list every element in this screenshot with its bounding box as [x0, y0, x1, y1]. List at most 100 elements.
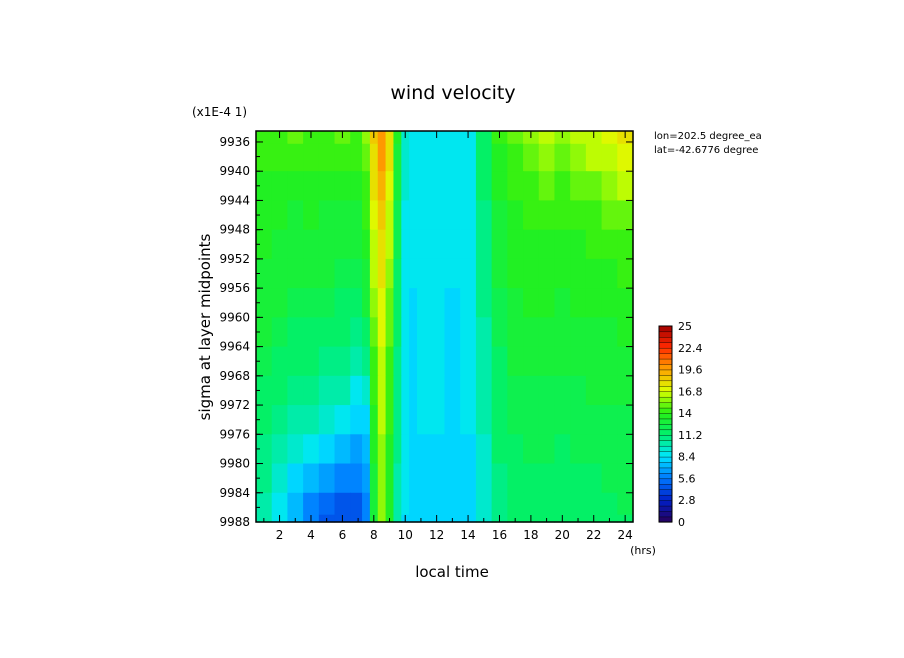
x-tick-label: 12 [429, 528, 444, 542]
heatmap-cell [475, 258, 493, 289]
heatmap-cell [475, 131, 493, 145]
heatmap-cell [409, 375, 418, 406]
heatmap-cell [350, 317, 363, 348]
colorbar-segment [658, 478, 673, 485]
heatmap-cell [256, 346, 273, 377]
heatmap-cell [409, 514, 418, 523]
y-tick-label: 9936 [219, 135, 250, 149]
heatmap-cell [287, 200, 304, 231]
heatmap-cell [475, 492, 493, 516]
heatmap-cell [491, 229, 508, 260]
heatmap-cell [393, 346, 402, 377]
heatmap-cell [256, 143, 273, 172]
heatmap-cell [601, 434, 618, 465]
heatmap-cell [393, 258, 402, 289]
heatmap-cell [554, 463, 571, 494]
heatmap-cell [303, 171, 320, 202]
heatmap-cell [523, 171, 540, 202]
heatmap-cell [401, 288, 410, 318]
heatmap-cell [318, 258, 336, 289]
heatmap-cell [334, 143, 351, 172]
heatmap-cell [444, 463, 461, 494]
colorbar-segment [658, 374, 673, 382]
heatmap-cell [444, 171, 461, 202]
heatmap-cell [428, 258, 446, 289]
colorbar-segment [658, 358, 673, 365]
x-unit-label: (hrs) [630, 544, 656, 557]
heatmap-cell [570, 375, 587, 406]
heatmap-cell [475, 317, 493, 348]
heatmap-cell [256, 463, 273, 494]
heatmap-cell [585, 463, 603, 494]
heatmap-cell [393, 171, 402, 202]
heatmap-cell [570, 229, 587, 260]
heatmap-cell [428, 143, 446, 172]
heatmap-cell [523, 288, 540, 318]
heatmap-cell [318, 405, 336, 435]
heatmap-cell [507, 317, 524, 348]
heatmap-cell [460, 463, 477, 494]
heatmap-cell [507, 463, 524, 494]
heatmap-cell [401, 143, 410, 172]
heatmap-cell [554, 434, 571, 465]
heatmap-cell [350, 434, 363, 465]
heatmap-cell [385, 131, 395, 145]
heatmap-cell [554, 171, 571, 202]
heatmap-cell [334, 200, 351, 231]
plot-frame [255, 130, 634, 523]
heatmap-cell [401, 463, 410, 494]
heatmap-cell [523, 375, 540, 406]
heatmap-cell [475, 346, 493, 377]
heatmap-cell [617, 317, 634, 348]
heatmap-cell [417, 346, 430, 377]
colorbar-segment [658, 347, 673, 354]
heatmap-cell [538, 143, 556, 172]
heatmap-cell [491, 171, 508, 202]
y-tick-label: 9964 [219, 340, 250, 354]
heatmap-cell [377, 375, 387, 406]
heatmap-cell [318, 317, 336, 348]
heatmap-cell [475, 229, 493, 260]
heatmap-cell [601, 229, 618, 260]
heatmap-cell [585, 405, 603, 435]
heatmap-cell [385, 375, 395, 406]
heatmap-cell [362, 317, 371, 348]
heatmap-cell [617, 258, 634, 289]
heatmap-cell [475, 200, 493, 231]
heatmap-cell [409, 171, 418, 202]
heatmap-cell [318, 143, 336, 172]
heatmap-cell [585, 434, 603, 465]
heatmap-cell [444, 375, 461, 406]
colorbar-segment [658, 445, 673, 452]
heatmap-cell [385, 200, 395, 231]
heatmap-cell [385, 405, 395, 435]
colorbar-label: 0 [678, 516, 685, 529]
heatmap-cell [287, 375, 304, 406]
heatmap-cell [444, 317, 461, 348]
heatmap-cell [369, 375, 379, 406]
heatmap-cell [377, 131, 387, 145]
heatmap-cell [409, 131, 418, 145]
heatmap-cell [585, 258, 603, 289]
heatmap-cell [362, 405, 371, 435]
heatmap-cell [271, 229, 289, 260]
heatmap-cell [350, 463, 363, 494]
heatmap-cell [417, 317, 430, 348]
heatmap-cell [362, 514, 371, 523]
heatmap-cell [444, 229, 461, 260]
heatmap-cell [271, 434, 289, 465]
heatmap-cell [570, 317, 587, 348]
heatmap-cell [617, 492, 634, 516]
heatmap-cell [428, 405, 446, 435]
heatmap-cell [507, 405, 524, 435]
heatmap-cell [601, 143, 618, 172]
heatmap-cell [334, 492, 351, 516]
heatmap-cell [409, 288, 418, 318]
heatmap-cell [303, 434, 320, 465]
colorbar-segment [658, 402, 673, 409]
heatmap-cell [256, 375, 273, 406]
heatmap-cell [585, 288, 603, 318]
colorbar-label: 5.6 [678, 472, 696, 485]
heatmap-cell [256, 131, 273, 145]
heatmap-cell [409, 434, 418, 465]
